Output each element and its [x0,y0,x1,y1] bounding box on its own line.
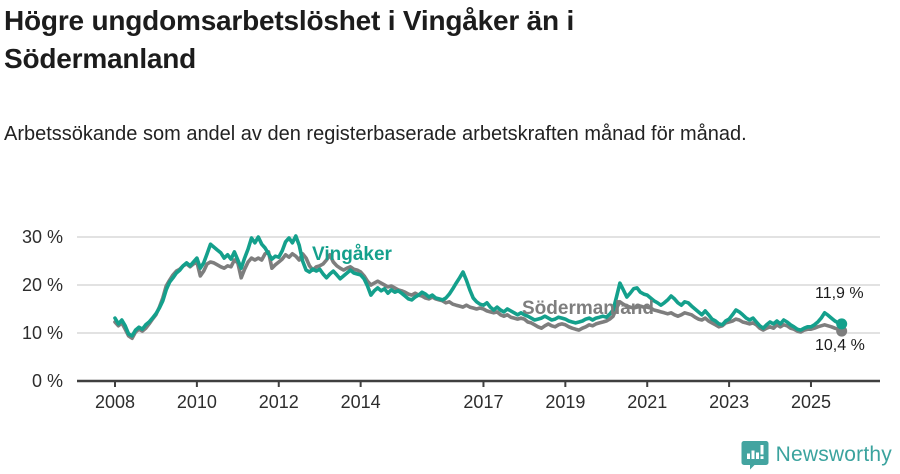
y-axis-tick-label: 30 % [22,227,63,247]
x-axis-tick-label: 2008 [95,392,135,412]
y-axis-tick-label: 10 % [22,323,63,343]
x-axis-tick-label: 2023 [709,392,749,412]
x-axis-tick-label: 2025 [791,392,831,412]
line-vingåker [113,234,844,338]
x-axis-tick-label: 2012 [259,392,299,412]
x-axis-tick-label: 2019 [545,392,585,412]
page-subtitle: Arbetssökande som andel av den registerb… [4,123,747,145]
line-södermanland [113,250,844,341]
x-axis-tick-label: 2017 [463,392,503,412]
brand-name: Newsworthy [775,443,892,466]
brand-footer[interactable]: Newsworthy [741,440,892,470]
series-label-sodermanland: Södermanland [522,298,654,319]
unemployment-line-chart: 0 % 10 % 20 % 30 % 2008 2010 2012 2014 2017 2019 2… [0,220,900,432]
end-dot-vingåker [836,318,848,330]
newsworthy-logo-icon [741,441,769,470]
page-title: Högre ungdomsarbetslöshet i Vingåker än … [4,5,575,75]
y-axis-tick-label: 0 % [32,371,63,391]
end-value-label-sodermanland: 10,4 % [815,337,865,354]
y-axis-tick-label: 20 % [22,275,63,295]
end-value-label-vingaker: 11,9 % [815,285,864,302]
series-label-vingaker: Vingåker [312,244,392,265]
chart-plot-area: 0 % 10 % 20 % 30 % 2008 2010 2012 2014 2017 2019 2… [22,227,880,412]
x-axis-tick-label: 2010 [177,392,217,412]
x-axis-tick-label: 2021 [627,392,667,412]
x-axis-tick-label: 2014 [341,392,381,412]
